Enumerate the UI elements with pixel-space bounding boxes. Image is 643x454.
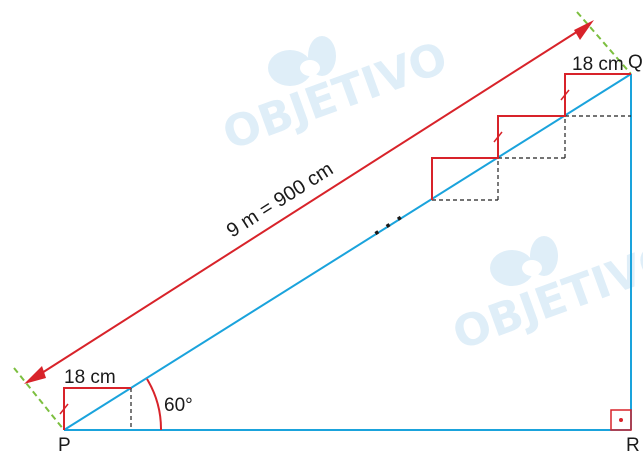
tick-riser-2: [493, 131, 503, 143]
watermark-logo-icon: [268, 36, 336, 86]
ramp-hypotenuse-pq: [63, 73, 632, 431]
vertex-q-label: Q: [628, 52, 643, 73]
riser-tick-marks: [59, 89, 570, 415]
right-angle-dot: [619, 418, 623, 422]
vertex-p-label: P: [58, 435, 71, 454]
angle-arc-60: [146, 378, 163, 431]
vertex-r-label: R: [626, 435, 640, 454]
right-angle-mark: [610, 409, 632, 431]
bottom-step: [63, 387, 131, 430]
step-size-label-top: 18 cm: [572, 54, 624, 75]
step-size-label-bottom: 18 cm: [64, 367, 116, 388]
dashed-construction: [130, 115, 631, 430]
watermark-top: OBJETIVO: [216, 32, 454, 160]
guide-dashed-q: [576, 11, 632, 75]
hypotenuse-dimension-arrow: [33, 25, 587, 379]
watermark-logo-icon: [490, 236, 558, 286]
angle-label: 60°: [164, 395, 193, 416]
tick-riser-3: [560, 89, 570, 101]
upper-steps: [431, 73, 631, 200]
guide-dashed-p: [13, 367, 65, 431]
arrowhead-end-icon: [574, 20, 594, 40]
ellipsis-label: . . .: [364, 200, 407, 241]
watermark-right: OBJETIVO: [446, 232, 643, 360]
stairs: [63, 73, 631, 430]
tick-bottom-riser: [59, 403, 69, 415]
hypotenuse-length-label: 9 m = 900 cm: [223, 158, 337, 242]
arrowhead-start-icon: [24, 366, 46, 384]
